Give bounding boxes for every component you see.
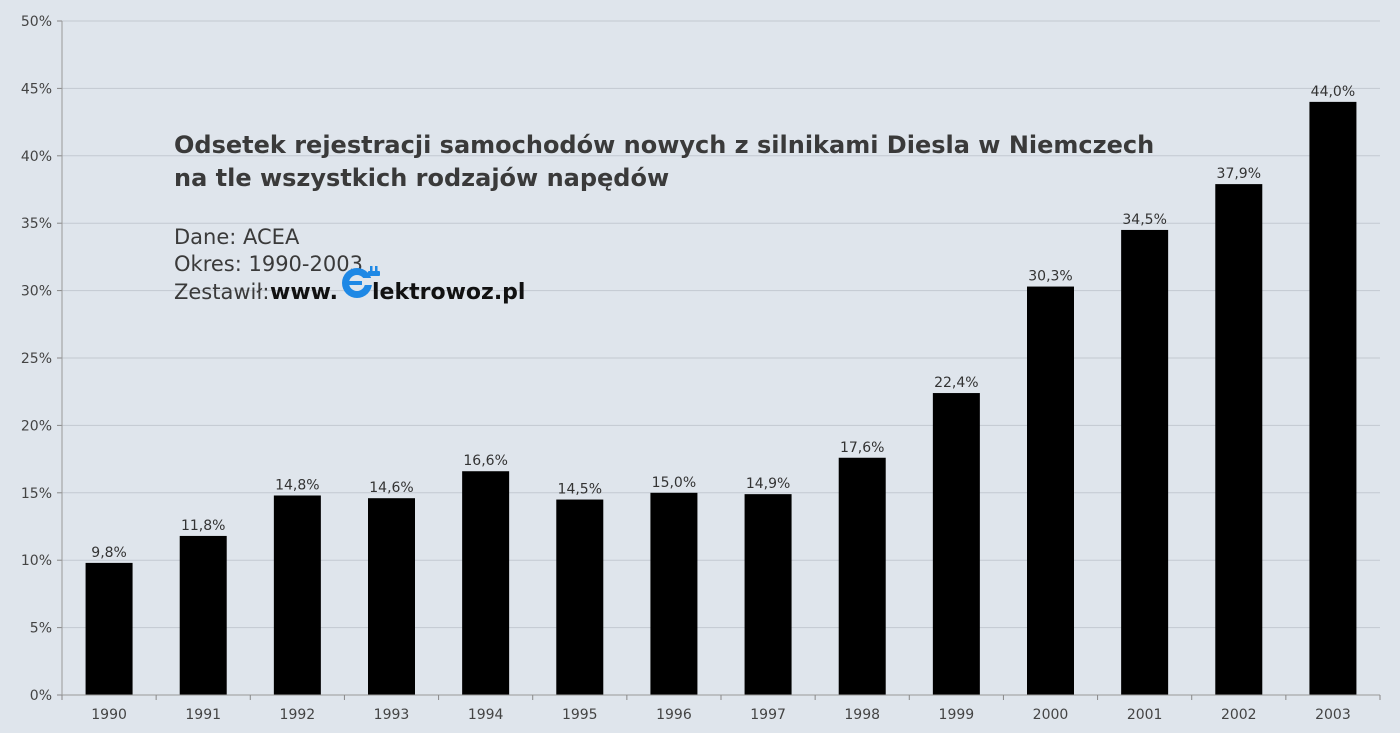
bar-2001 (1121, 229, 1169, 695)
value-label-1990: 9,8% (91, 545, 127, 561)
x-tick-label-1990: 1990 (91, 707, 127, 723)
x-tick-label-1993: 1993 (374, 707, 410, 723)
x-tick-label-1998: 1998 (844, 707, 880, 723)
y-tick-label: 40% (21, 149, 52, 165)
x-tick-label-1991: 1991 (185, 707, 221, 723)
bar-1994 (462, 471, 510, 695)
bar-1996 (650, 492, 698, 695)
value-label-1996: 15,0% (652, 475, 696, 491)
elektrowoz-plug-e-icon (342, 266, 380, 298)
y-tick-label: 20% (21, 418, 52, 434)
value-label-2000: 30,3% (1028, 269, 1072, 285)
x-tick-label-1992: 1992 (280, 707, 316, 723)
author-prefix: Zestawił: (174, 280, 269, 304)
y-tick-label: 10% (21, 553, 52, 569)
bar-1993 (368, 498, 415, 695)
y-tick-label: 50% (21, 14, 52, 30)
x-tick-label-1995: 1995 (562, 707, 598, 723)
x-tick-label-1999: 1999 (939, 707, 975, 723)
x-tick-label-2001: 2001 (1127, 707, 1163, 723)
bars (85, 101, 1357, 695)
y-tick-label: 25% (21, 351, 52, 367)
value-label-2001: 34,5% (1122, 212, 1166, 228)
value-label-1999: 22,4% (934, 375, 978, 391)
y-tick-label: 35% (21, 216, 52, 232)
x-tick-label-2003: 2003 (1315, 707, 1351, 723)
chart-title-line-2: na tle wszystkich rodzajów napędów (174, 164, 669, 192)
grid-lines (62, 20, 1380, 696)
value-label-2002: 37,9% (1217, 166, 1261, 182)
value-label-1997: 14,9% (746, 476, 790, 492)
bar-2000 (1027, 286, 1074, 695)
value-label-1995: 14,5% (558, 482, 602, 498)
bar-1992 (273, 495, 321, 695)
value-label-2003: 44,0% (1311, 84, 1355, 100)
bar-1999 (932, 393, 980, 695)
value-label-1994: 16,6% (463, 453, 507, 469)
x-tick-label-2000: 2000 (1033, 707, 1069, 723)
brand-suffix: lektrowoz.pl (372, 280, 525, 305)
y-axis: 0% 5% 10% 15% 20% 25% 30% 35% 40% 45% 50% (21, 14, 63, 704)
chart-title-line-1: Odsetek rejestracji samochodów nowych z … (174, 131, 1154, 159)
x-tick-label-2002: 2002 (1221, 707, 1257, 723)
bar-1990 (85, 562, 133, 695)
value-label-1991: 11,8% (181, 518, 225, 534)
bar-2003 (1309, 101, 1357, 695)
value-labels: 9,8% 11,8% 14,8% 14,6% 16,6% 14,5% 15,0% 14,9% 1… (91, 84, 1355, 561)
y-tick-label: 5% (30, 621, 52, 637)
x-tick-label-1997: 1997 (750, 707, 786, 723)
period-line: Okres: 1990-2003 (174, 252, 363, 276)
chart-caption: Odsetek rejestracji samochodów nowych z … (174, 131, 1154, 305)
bar-1998 (838, 457, 886, 695)
value-label-1992: 14,8% (275, 477, 319, 493)
bar-1995 (556, 499, 604, 695)
bar-2002 (1215, 184, 1263, 695)
x-tick-label-1994: 1994 (468, 707, 504, 723)
y-tick-label: 15% (21, 486, 52, 502)
bar-1997 (744, 494, 792, 695)
brand-prefix: www. (270, 280, 338, 305)
y-tick-label: 0% (30, 688, 52, 704)
y-tick-label: 45% (21, 81, 52, 97)
bar-1991 (179, 535, 227, 695)
value-label-1998: 17,6% (840, 440, 884, 456)
value-label-1993: 14,6% (369, 480, 413, 496)
source-line: Dane: ACEA (174, 225, 300, 249)
x-tick-label-1996: 1996 (656, 707, 692, 723)
y-tick-label: 30% (21, 284, 52, 300)
x-axis: 1990 1991 1992 1993 1994 1995 1996 1997 1998 1999… (61, 694, 1381, 723)
